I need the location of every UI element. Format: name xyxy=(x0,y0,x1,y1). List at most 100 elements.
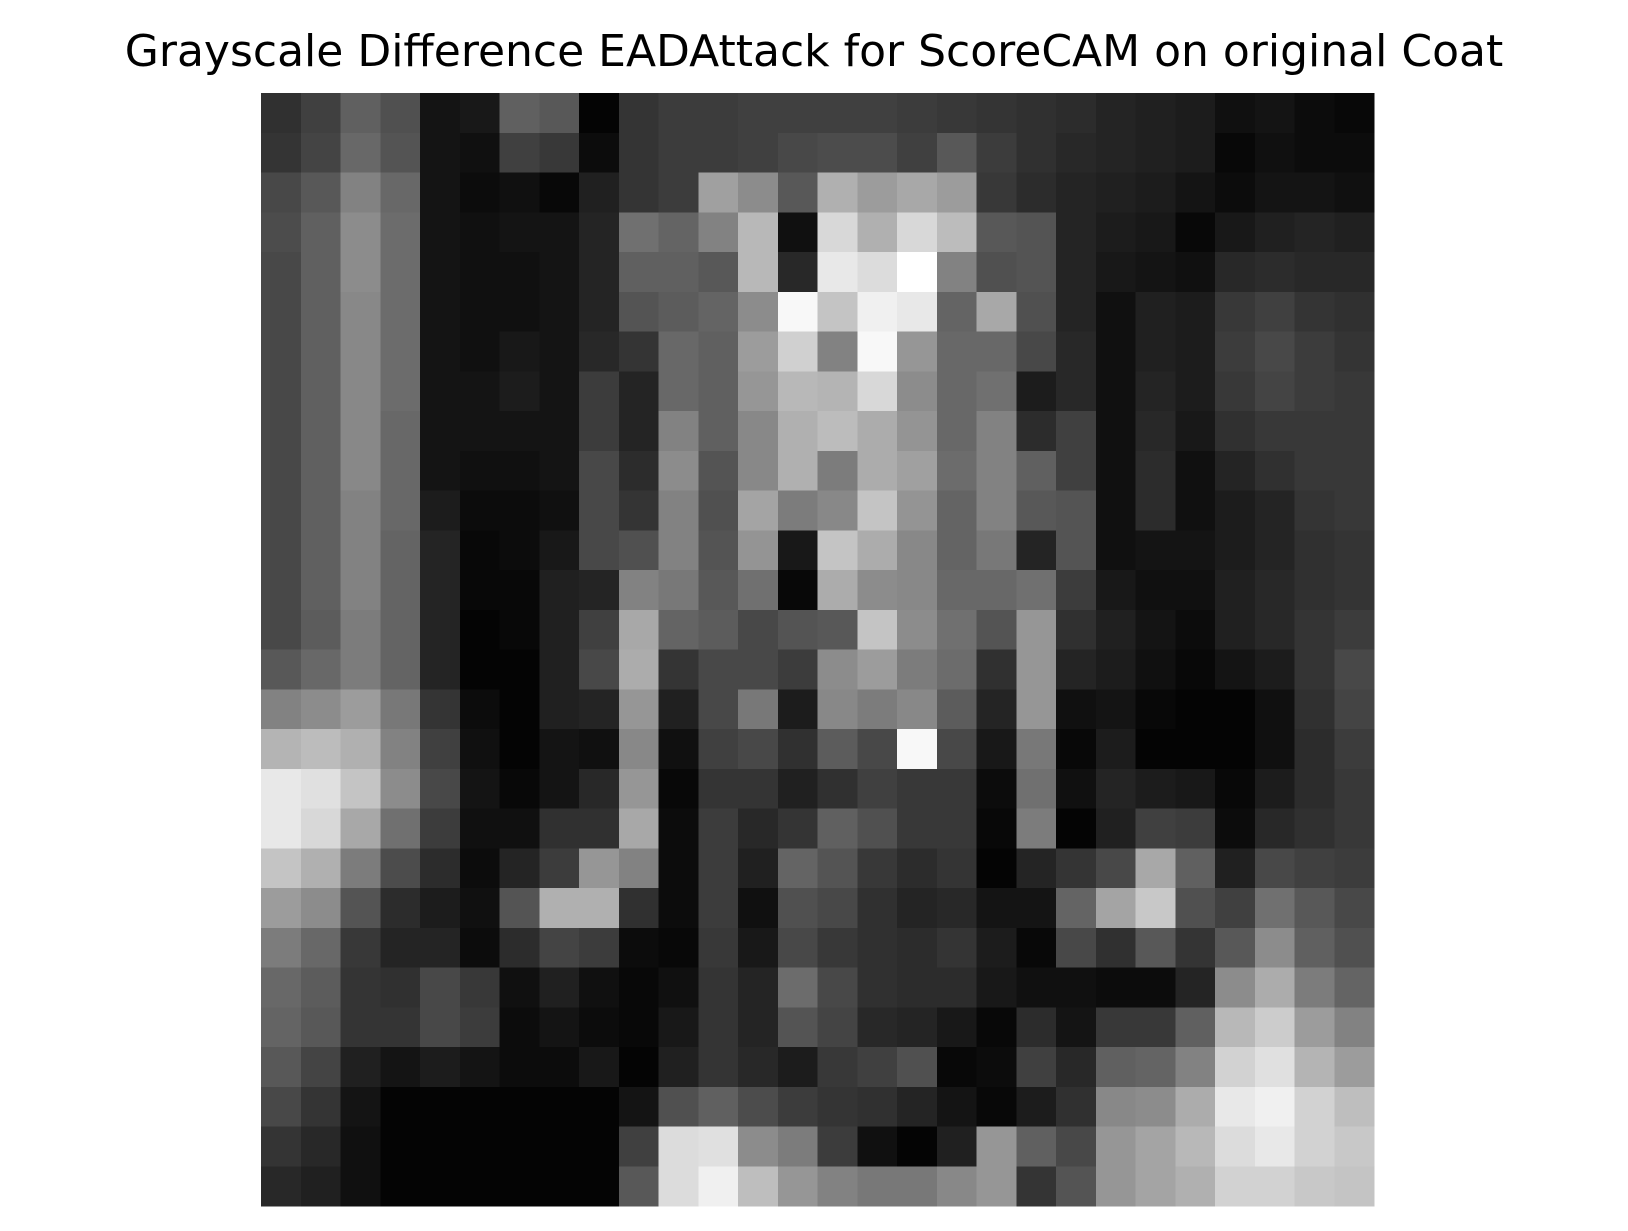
heatmap-cell xyxy=(618,1126,660,1167)
heatmap-cell xyxy=(1294,1086,1335,1128)
heatmap-cell xyxy=(420,93,461,134)
heatmap-cell xyxy=(539,729,580,770)
heatmap-cell xyxy=(817,450,858,492)
heatmap-cell xyxy=(1135,411,1176,452)
heatmap-cell xyxy=(340,570,381,611)
heatmap-cell xyxy=(777,649,819,690)
heatmap-cell xyxy=(579,649,620,690)
heatmap-cell xyxy=(1294,1047,1335,1088)
heatmap-cell xyxy=(420,371,461,412)
heatmap-cell xyxy=(1294,450,1335,492)
heatmap-cell xyxy=(1056,411,1097,452)
heatmap-cell xyxy=(1135,689,1176,730)
heatmap-cell xyxy=(340,1166,381,1207)
heatmap-cell xyxy=(897,729,938,770)
heatmap-cell xyxy=(1294,371,1335,412)
heatmap-cell xyxy=(1016,689,1057,730)
heatmap-cell xyxy=(857,490,898,531)
heatmap-cell xyxy=(499,172,540,213)
heatmap-cell xyxy=(777,768,819,810)
heatmap-cell xyxy=(738,768,779,810)
heatmap-cell xyxy=(976,570,1017,611)
heatmap-cell xyxy=(420,172,461,213)
heatmap-cell xyxy=(618,172,660,213)
heatmap-cell xyxy=(579,689,620,730)
heatmap-cell xyxy=(261,927,302,969)
heatmap-cell xyxy=(777,212,819,253)
heatmap-cell xyxy=(261,291,302,333)
heatmap-cell xyxy=(1215,291,1256,333)
heatmap-cell xyxy=(1095,768,1137,810)
heatmap-cell xyxy=(897,1086,938,1128)
heatmap-cell xyxy=(698,252,739,293)
heatmap-cell xyxy=(1095,1047,1137,1088)
heatmap-cell xyxy=(579,808,620,849)
heatmap-cell xyxy=(1215,490,1256,531)
heatmap-cell xyxy=(1294,331,1335,372)
heatmap-cell xyxy=(777,1007,819,1048)
heatmap-cell xyxy=(539,1126,580,1167)
heatmap-cell xyxy=(340,609,381,651)
heatmap-cell xyxy=(817,888,858,929)
heatmap-cell xyxy=(857,808,898,849)
heatmap-cell xyxy=(380,729,421,770)
heatmap-cell xyxy=(340,93,381,134)
heatmap-cell xyxy=(777,927,819,969)
heatmap-cell xyxy=(380,252,421,293)
heatmap-cell xyxy=(1215,132,1256,174)
heatmap-cell xyxy=(579,1166,620,1207)
heatmap-cell xyxy=(658,291,699,333)
heatmap-cell xyxy=(1254,808,1296,849)
heatmap-cell xyxy=(897,649,938,690)
heatmap-cell xyxy=(380,689,421,730)
heatmap-cell xyxy=(738,609,779,651)
heatmap-cell xyxy=(1135,291,1176,333)
heatmap-cell xyxy=(579,331,620,372)
heatmap-cell xyxy=(698,212,739,253)
heatmap-cell xyxy=(1095,450,1137,492)
heatmap-cell xyxy=(1334,172,1375,213)
heatmap-cell xyxy=(420,450,461,492)
heatmap-cell xyxy=(579,570,620,611)
heatmap-cell xyxy=(658,132,699,174)
heatmap-cell xyxy=(897,808,938,849)
heatmap-cell xyxy=(1175,768,1216,810)
heatmap-cell xyxy=(420,848,461,889)
heatmap-cell xyxy=(579,450,620,492)
heatmap-cell xyxy=(459,1166,501,1207)
heatmap-cell xyxy=(1334,1126,1375,1167)
heatmap-cell xyxy=(1016,490,1057,531)
heatmap-cell xyxy=(897,888,938,929)
heatmap-cell xyxy=(1056,132,1097,174)
heatmap-cell xyxy=(897,93,938,134)
heatmap-cell xyxy=(857,450,898,492)
heatmap-cell xyxy=(499,212,540,253)
heatmap-cell xyxy=(817,411,858,452)
heatmap-cell xyxy=(579,490,620,531)
heatmap-cell xyxy=(618,609,660,651)
heatmap-cell xyxy=(380,768,421,810)
heatmap-cell xyxy=(1056,252,1097,293)
heatmap-cell xyxy=(539,1086,580,1128)
heatmap-cell xyxy=(1135,888,1176,929)
heatmap-cell xyxy=(1056,172,1097,213)
heatmap-cell xyxy=(976,848,1017,889)
heatmap-cell xyxy=(300,1086,342,1128)
heatmap-cell xyxy=(1334,291,1375,333)
heatmap-cell xyxy=(1175,411,1216,452)
heatmap-cell xyxy=(579,1126,620,1167)
heatmap-cell xyxy=(936,371,978,412)
heatmap-cell xyxy=(817,808,858,849)
heatmap-cell xyxy=(1016,888,1057,929)
heatmap-cell xyxy=(1056,967,1097,1008)
heatmap-cell xyxy=(618,212,660,253)
heatmap-cell xyxy=(777,252,819,293)
heatmap-cell xyxy=(817,291,858,333)
heatmap-cell xyxy=(459,371,501,412)
heatmap-cell xyxy=(658,927,699,969)
heatmap-cell xyxy=(340,1126,381,1167)
heatmap-cell xyxy=(738,848,779,889)
heatmap-cell xyxy=(1294,132,1335,174)
heatmap-cell xyxy=(1254,291,1296,333)
heatmap-cell xyxy=(499,132,540,174)
